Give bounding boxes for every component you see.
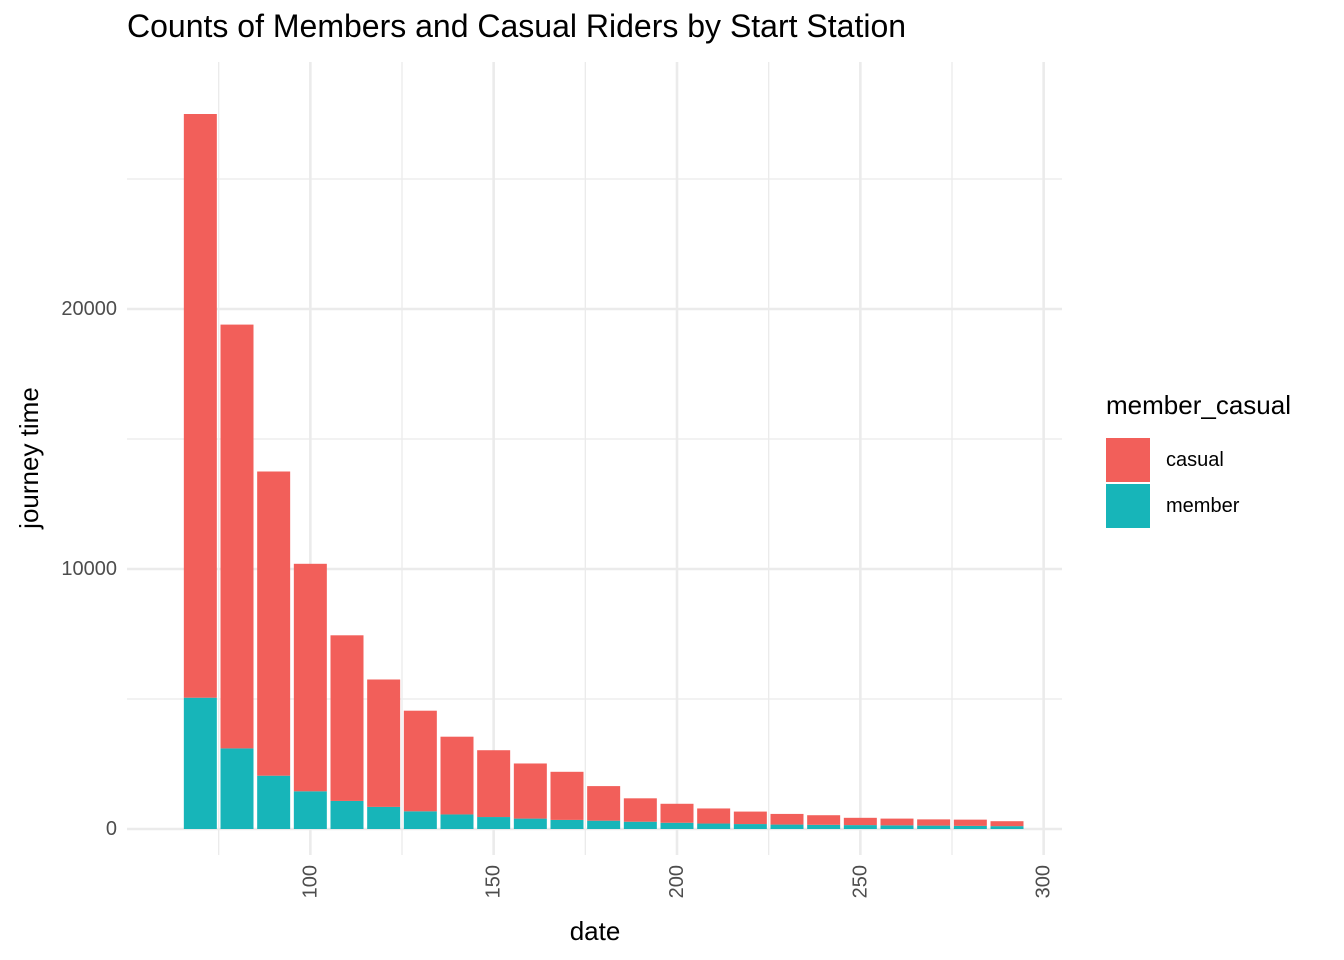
bar-casual: [330, 635, 364, 801]
legend-title: member_casual: [1106, 390, 1291, 420]
bar-casual: [183, 114, 217, 698]
bar-member: [257, 775, 291, 829]
bar-member: [990, 826, 1024, 829]
bar-casual: [953, 819, 987, 826]
legend-label-member: member: [1166, 494, 1240, 517]
bar-casual: [623, 798, 657, 822]
x-tick-label: 200: [666, 865, 688, 898]
bar-casual: [587, 786, 621, 821]
chart-title: Counts of Members and Casual Riders by S…: [127, 8, 907, 44]
legend-swatch-member: [1106, 484, 1150, 528]
bar-casual: [697, 808, 731, 824]
y-axis-label: journey time: [14, 387, 44, 530]
bar-casual: [990, 821, 1024, 827]
bar-member: [477, 817, 511, 829]
bar-member: [660, 822, 694, 829]
bar-member: [330, 800, 364, 829]
bar-member: [587, 820, 621, 829]
bar-casual: [880, 818, 914, 826]
legend-item-casual: casual: [1106, 437, 1291, 483]
bar-member: [917, 825, 951, 829]
bar-casual: [257, 471, 291, 776]
bar-casual: [917, 819, 951, 826]
bar-member: [513, 818, 547, 829]
bar-casual: [293, 563, 327, 792]
bar-member: [550, 819, 584, 829]
bar-member: [697, 823, 731, 829]
bar-member: [293, 791, 327, 829]
bar-casual: [367, 679, 401, 807]
x-axis-label: date: [570, 916, 621, 946]
bar-member: [807, 824, 841, 829]
legend-item-member: member: [1106, 483, 1291, 529]
bar-member: [880, 825, 914, 829]
bar-casual: [550, 771, 584, 820]
bar-member: [623, 821, 657, 829]
bar-member: [843, 825, 877, 829]
bar-member: [733, 824, 767, 829]
x-tick-label: 100: [299, 865, 321, 898]
legend-swatch-casual: [1106, 438, 1150, 482]
x-tick-label: 150: [483, 865, 505, 898]
bar-member: [403, 811, 437, 829]
bar-member: [367, 806, 401, 829]
bar-casual: [403, 710, 437, 812]
y-tick-label: 0: [106, 818, 117, 840]
x-tick-label: 250: [849, 865, 871, 898]
x-tick-labels: 100 150 200 250 300: [299, 865, 1054, 898]
x-tick-label: 300: [1033, 865, 1055, 898]
bar-member: [953, 825, 987, 829]
bar-casual: [843, 817, 877, 826]
bar-casual: [440, 736, 474, 815]
bar-casual: [220, 324, 254, 749]
y-tick-labels: 0 10000 20000: [61, 298, 117, 840]
bar-casual: [733, 811, 767, 825]
y-tick-label: 20000: [61, 298, 117, 320]
bar-member: [220, 748, 254, 829]
bar-casual: [770, 813, 804, 825]
bar-casual: [660, 803, 694, 823]
y-tick-label: 10000: [61, 558, 117, 580]
bar-casual: [513, 763, 547, 819]
bar-member: [770, 824, 804, 829]
legend-label-casual: casual: [1166, 448, 1224, 471]
bar-member: [440, 814, 474, 829]
bar-casual: [477, 750, 511, 818]
legend: member_casual casual member: [1106, 390, 1291, 529]
bar-member: [183, 697, 217, 829]
bar-casual: [807, 815, 841, 825]
bars: [183, 114, 1024, 829]
